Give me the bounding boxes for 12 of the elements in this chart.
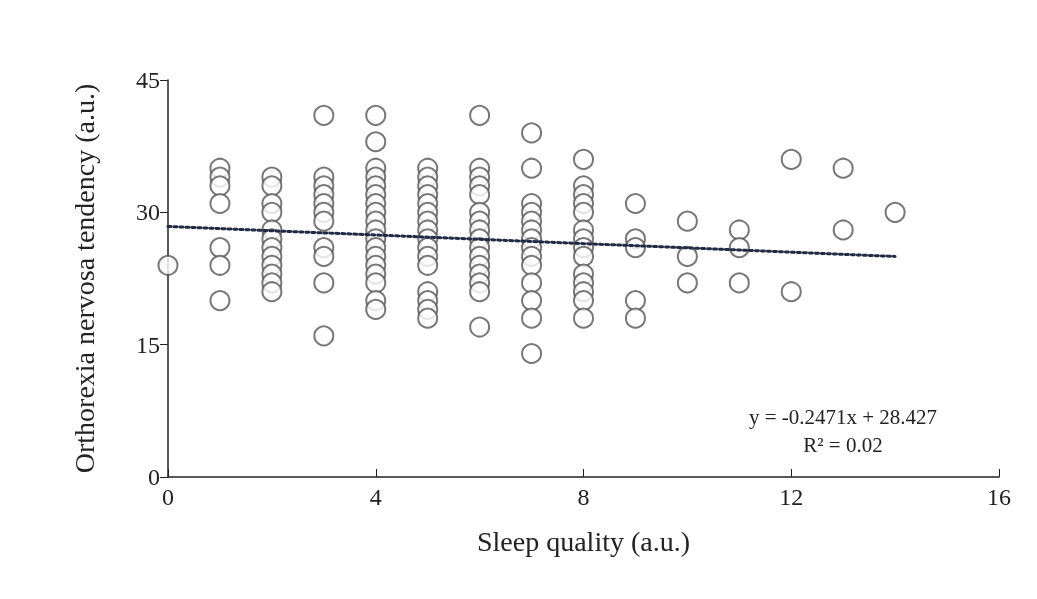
y-tick-label: 0 [148, 464, 160, 490]
y-tick-label: 30 [136, 199, 160, 226]
x-tick-label: 4 [369, 484, 382, 510]
x-tick-label: 12 [779, 484, 804, 510]
x-axis-title: Sleep quality (a.u.) [476, 525, 691, 557]
y-axis-title: Orthorexia nervosa tendency (a.u.) [68, 83, 100, 474]
annotation: R² = 0.02 [803, 432, 883, 457]
y-tick-label: 15 [136, 331, 160, 358]
annotation: y = -0.2471x + 28.427 [748, 404, 938, 429]
x-tick-label: 16 [987, 484, 1011, 510]
x-tick-label: 8 [577, 484, 590, 510]
y-tick-label: 45 [136, 67, 160, 93]
